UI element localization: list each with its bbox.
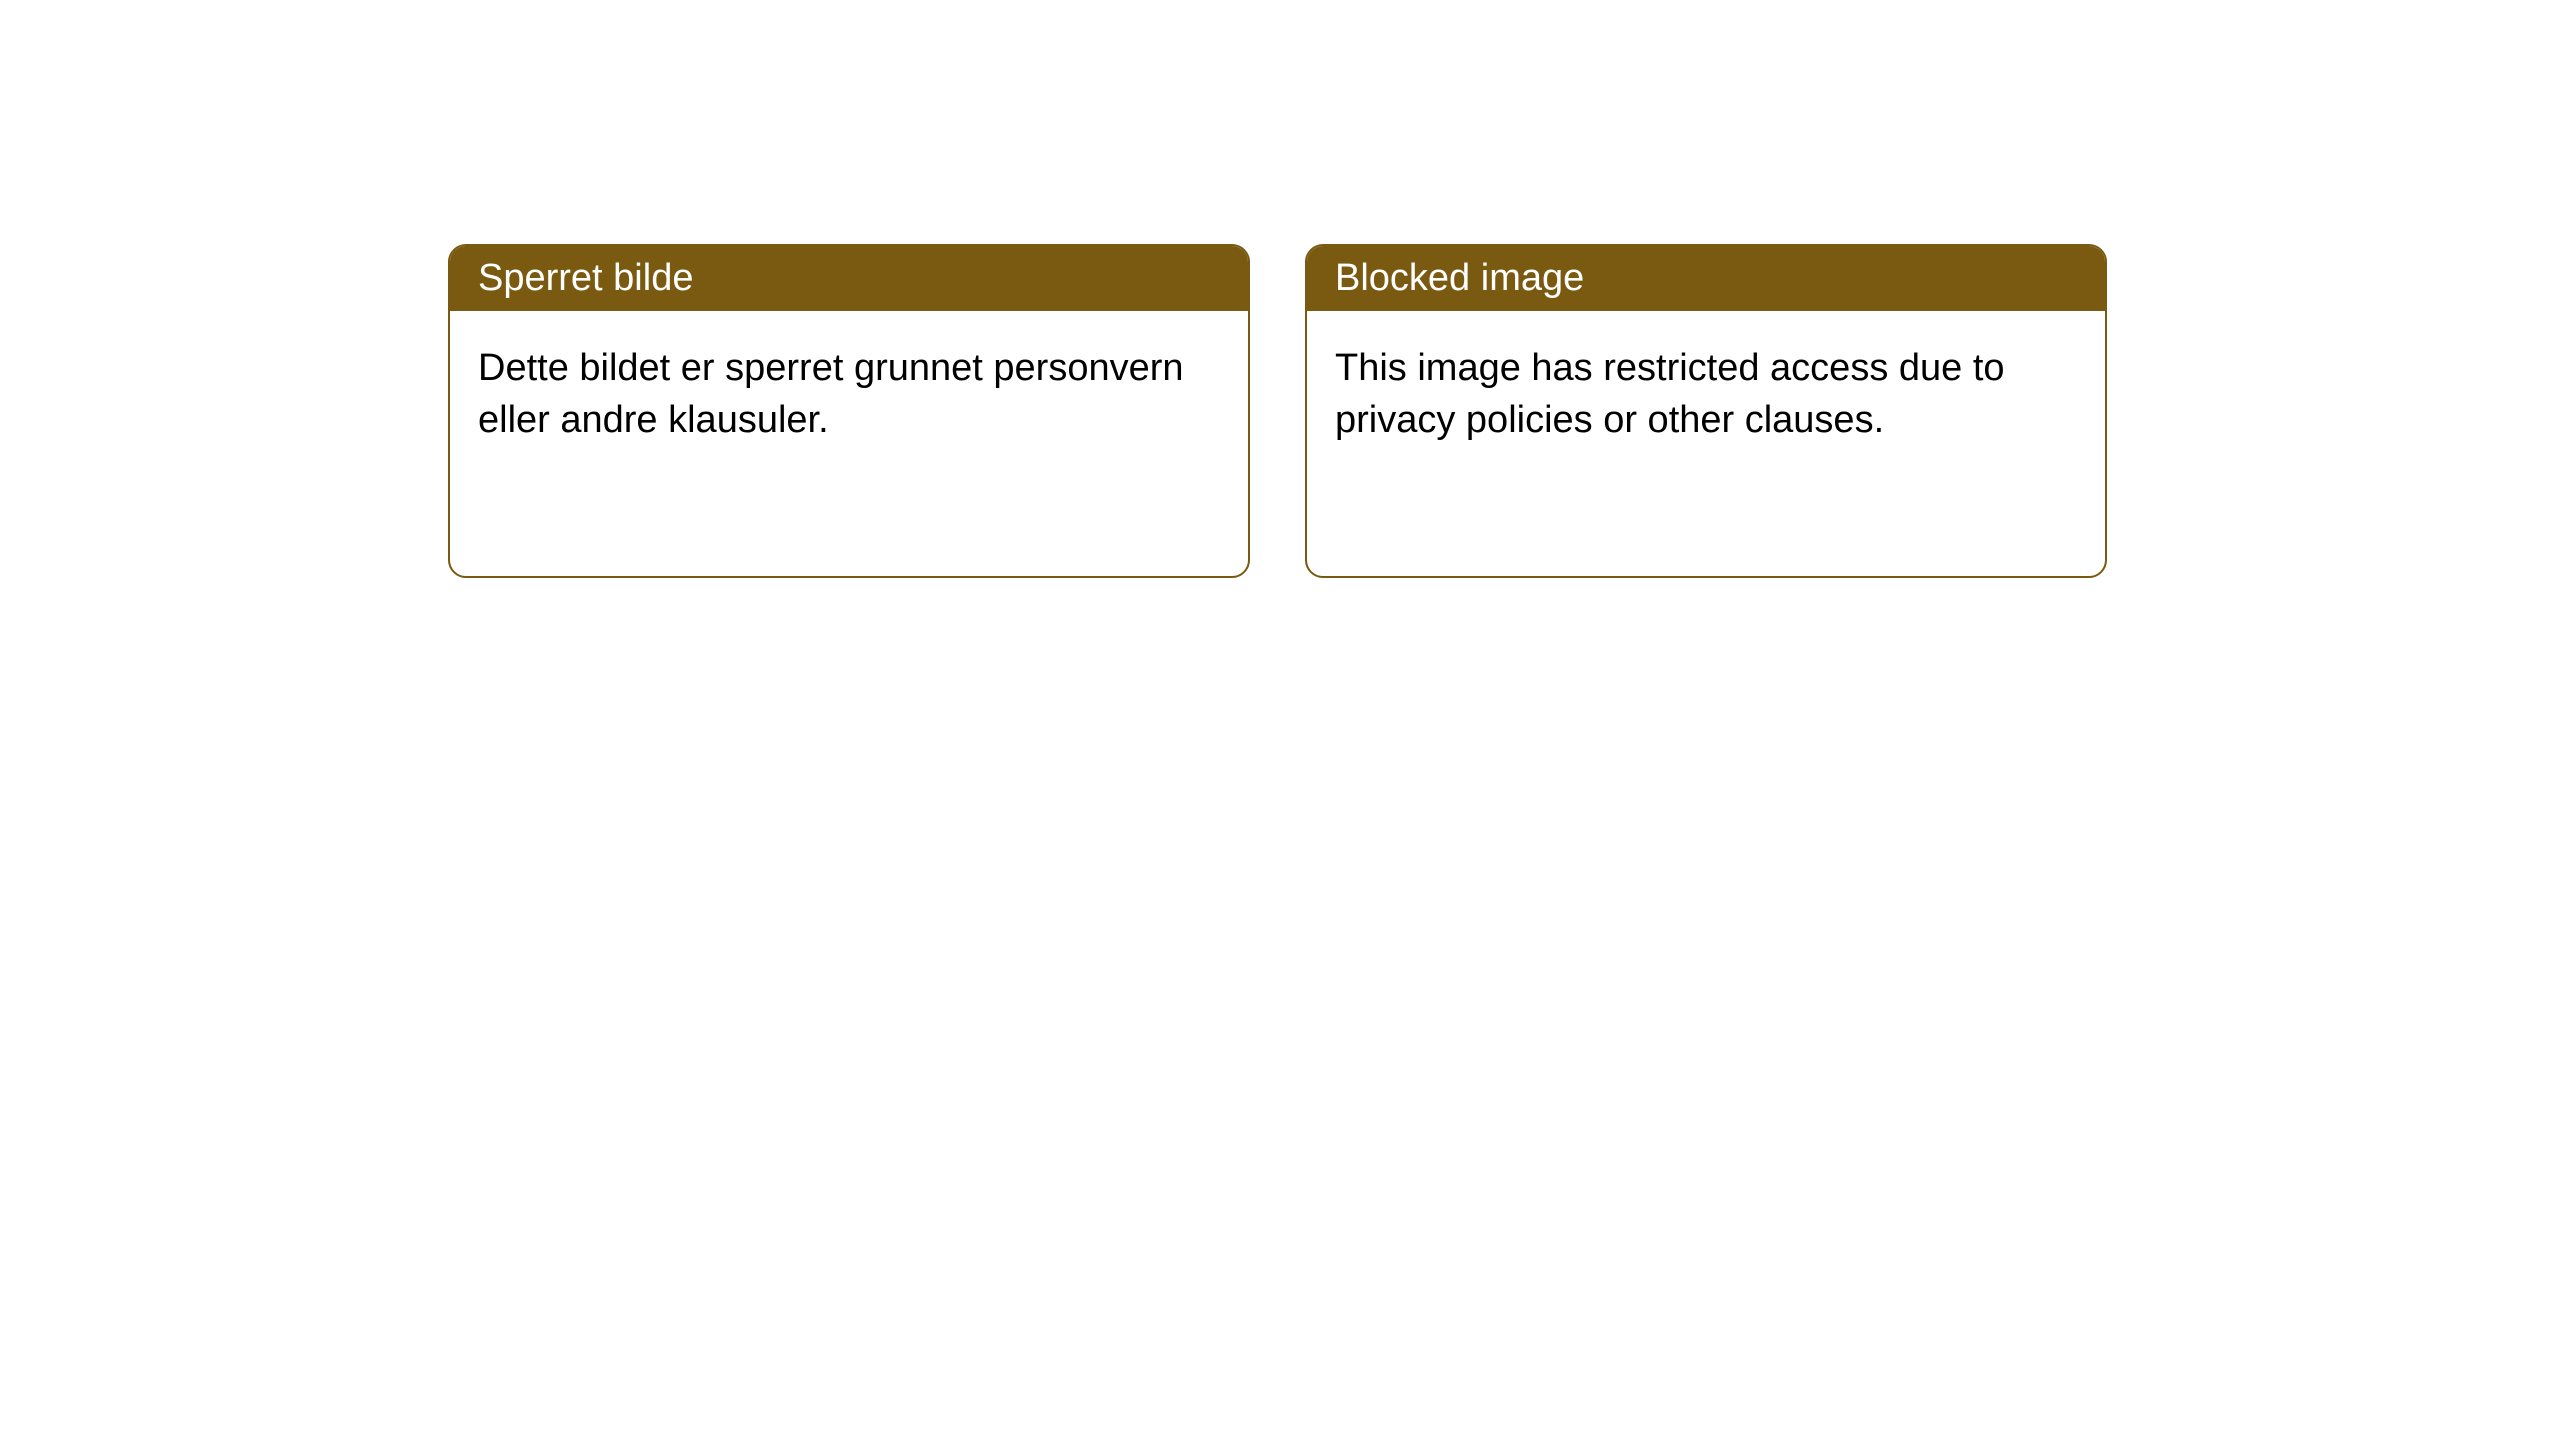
card-message-en: This image has restricted access due to …: [1335, 347, 2005, 440]
card-title-no: Sperret bilde: [478, 257, 693, 299]
card-message-no: Dette bildet er sperret grunnet personve…: [478, 347, 1184, 440]
card-body-no: Dette bildet er sperret grunnet personve…: [450, 311, 1248, 478]
card-title-en: Blocked image: [1335, 257, 1584, 299]
card-body-en: This image has restricted access due to …: [1307, 311, 2105, 478]
cards-container: Sperret bilde Dette bildet er sperret gr…: [0, 0, 2560, 578]
blocked-image-card-en: Blocked image This image has restricted …: [1305, 244, 2107, 578]
card-header-en: Blocked image: [1307, 246, 2105, 311]
card-header-no: Sperret bilde: [450, 246, 1248, 311]
blocked-image-card-no: Sperret bilde Dette bildet er sperret gr…: [448, 244, 1250, 578]
